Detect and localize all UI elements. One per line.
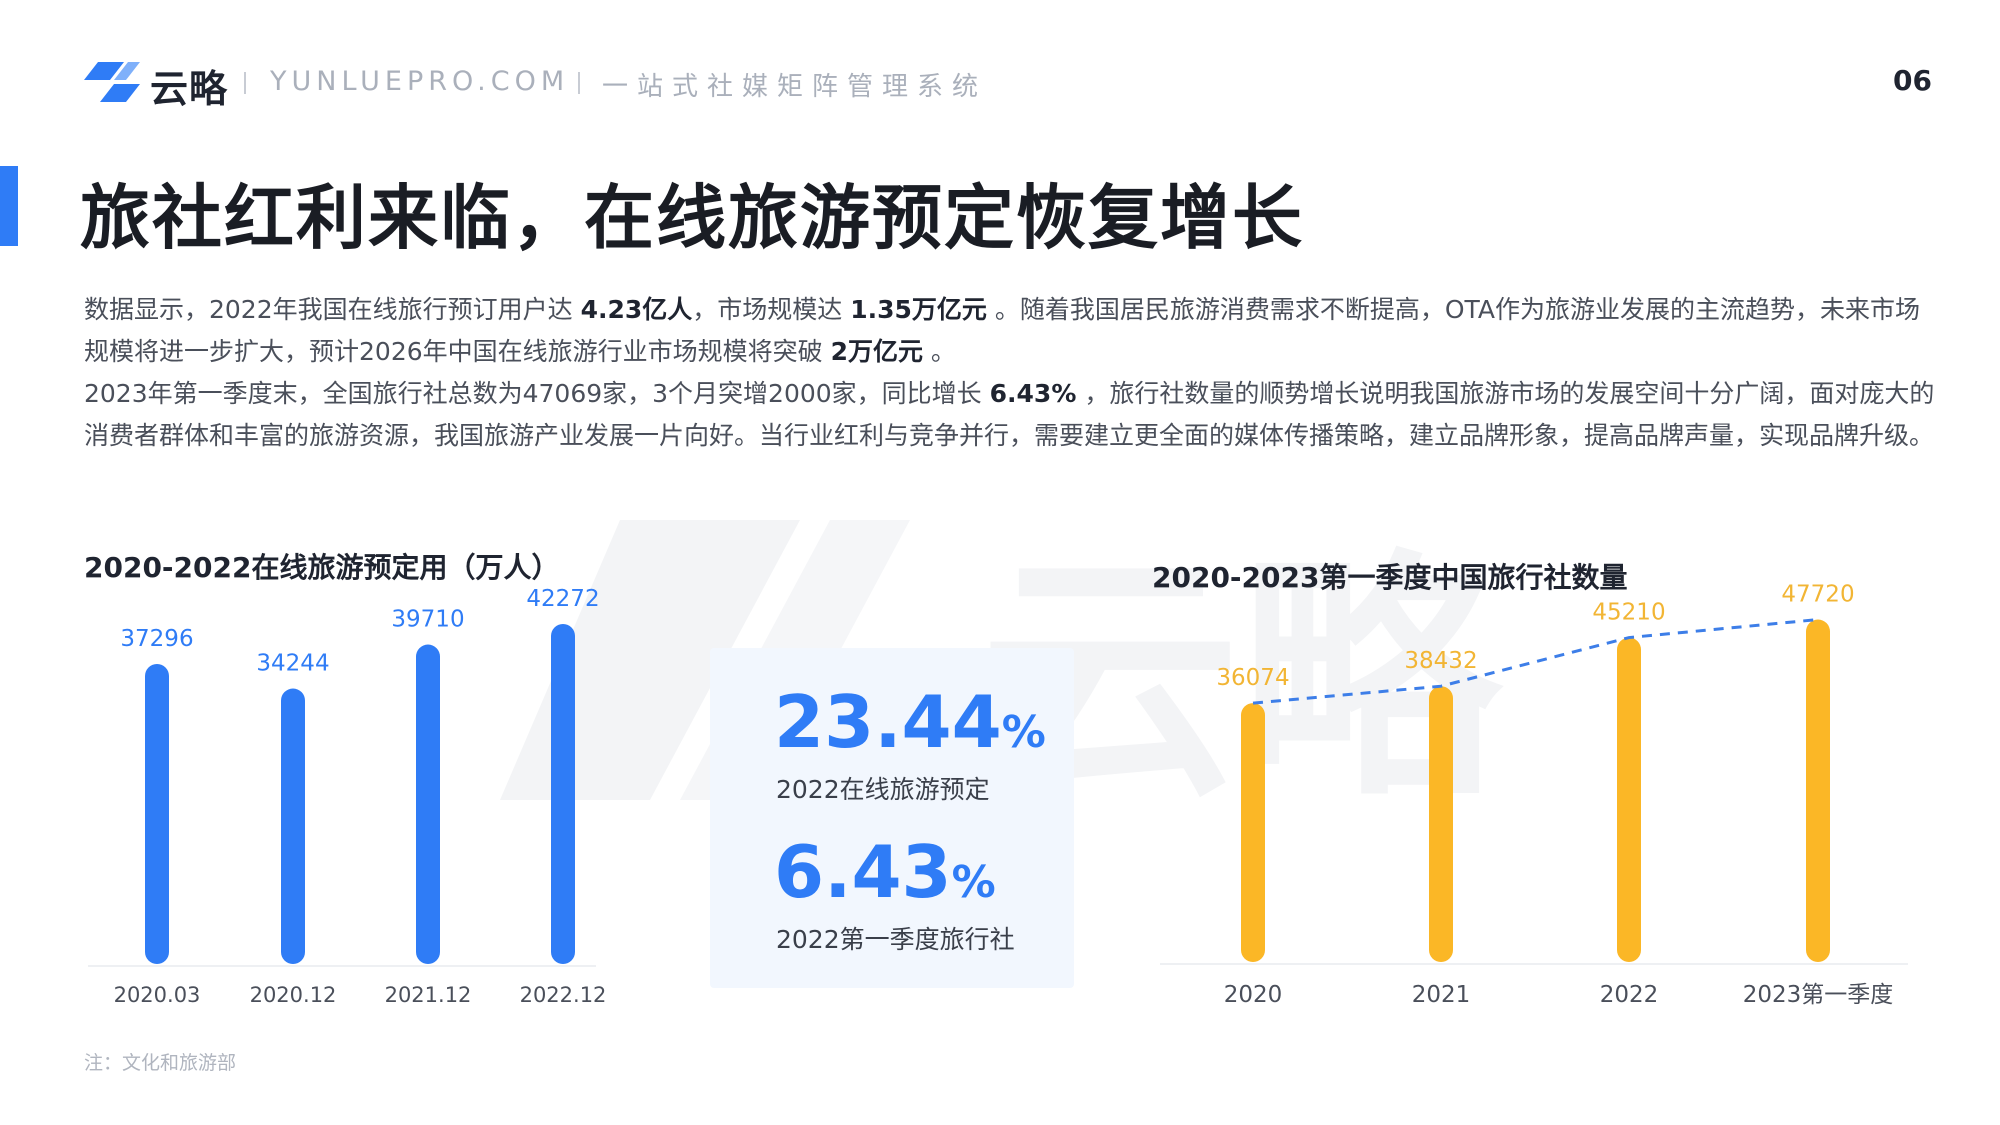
stat-value: 23.44 <box>774 680 1002 764</box>
stat-value: 6.43 <box>774 830 952 914</box>
chart-2-bar <box>1806 619 1830 962</box>
stat-agency-label: 2022第一季度旅行社 <box>776 925 1015 954</box>
chart-1-data-label: 42272 <box>526 586 599 612</box>
chart-2-bar <box>1429 686 1453 962</box>
chart-2-data-label: 36074 <box>1216 665 1289 691</box>
page-title: 旅社红利来临，在线旅游预定恢复增长 <box>80 177 1304 259</box>
chart-1-category-label: 2021.12 <box>385 983 472 1007</box>
stats-card <box>710 648 1074 988</box>
stat-agency-value: 6.43% <box>774 830 996 914</box>
highlight-users: 4.23亿人 <box>580 295 693 324</box>
header-divider <box>578 72 580 94</box>
chart-1-data-label: 37296 <box>120 626 193 652</box>
chart-1-category-label: 2022.12 <box>520 983 607 1007</box>
brand-name: 云略 <box>150 67 229 111</box>
paragraph-1: 数据显示，2022年我国在线旅行预订用户达 4.23亿人，市场规模达 1.35万… <box>84 289 1944 373</box>
text-segment: ，市场规模达 <box>692 295 851 324</box>
logo-icon <box>84 62 140 102</box>
chart-1-bar <box>416 644 440 964</box>
chart-2-data-label: 38432 <box>1404 648 1477 674</box>
chart-2-bar <box>1241 703 1265 962</box>
title-accent-bar <box>0 166 18 246</box>
stat-unit: % <box>951 857 996 908</box>
text-segment: 数据显示，2022年我国在线旅行预订用户达 <box>84 295 581 324</box>
chart-2-bar <box>1617 637 1641 962</box>
chart-2-category-label: 2023第一季度 <box>1743 982 1894 1008</box>
chart-2-data-label: 45210 <box>1592 600 1665 626</box>
chart-1-category-label: 2020.12 <box>250 983 337 1007</box>
page-number: 06 <box>1893 64 1932 97</box>
text-segment: 。 <box>922 337 956 366</box>
highlight-market-size: 1.35万亿元 <box>850 295 987 324</box>
chart-2-category-label: 2021 <box>1412 982 1471 1008</box>
chart-1-data-label: 39710 <box>391 607 464 633</box>
chart-2-trend-line <box>1252 618 1819 705</box>
chart-2-data-label: 47720 <box>1781 582 1854 608</box>
chart-1-category-label: 2020.03 <box>114 983 201 1007</box>
chart-1-title: 2020-2022在线旅游预定用（万人） <box>84 551 560 584</box>
chart-2-title: 2020-2023第一季度中国旅行社数量 <box>1152 561 1628 594</box>
header-divider <box>244 72 246 94</box>
source-note: 注：文化和旅游部 <box>84 1052 237 1074</box>
chart-1-bar <box>145 663 169 964</box>
chart-1-bar <box>551 623 575 964</box>
stat-online-booking-value: 23.44% <box>774 680 1046 764</box>
tagline: 一站式社媒矩阵管理系统 <box>602 72 988 102</box>
chart-2-category-label: 2022 <box>1600 982 1659 1008</box>
stat-online-booking-label: 2022在线旅游预定 <box>776 775 990 804</box>
highlight-growth: 6.43% <box>989 379 1077 408</box>
chart-1-data-label: 34244 <box>256 651 329 677</box>
text-segment: 。随着我国居民旅游消费需求不断提高，OTA作为旅游业发展的主流趋势，未来市场规模… <box>84 295 1920 366</box>
chart-1-bar <box>281 688 305 964</box>
chart-2-category-label: 2020 <box>1224 982 1283 1008</box>
paragraph-2: 2023年第一季度末，全国旅行社总数为47069家，3个月突增2000家，同比增… <box>84 373 1944 457</box>
text-segment: 2023年第一季度末，全国旅行社总数为47069家，3个月突增2000家，同比增… <box>84 379 990 408</box>
text-segment: ，旅行社数量的顺势增长说明我国旅游市场的发展空间十分广阔，面对庞大的消费者群体和… <box>84 379 1935 450</box>
stat-unit: % <box>1001 707 1046 758</box>
highlight-forecast: 2万亿元 <box>830 337 923 366</box>
site-url: YUNLUEPRO.COM <box>270 66 570 97</box>
